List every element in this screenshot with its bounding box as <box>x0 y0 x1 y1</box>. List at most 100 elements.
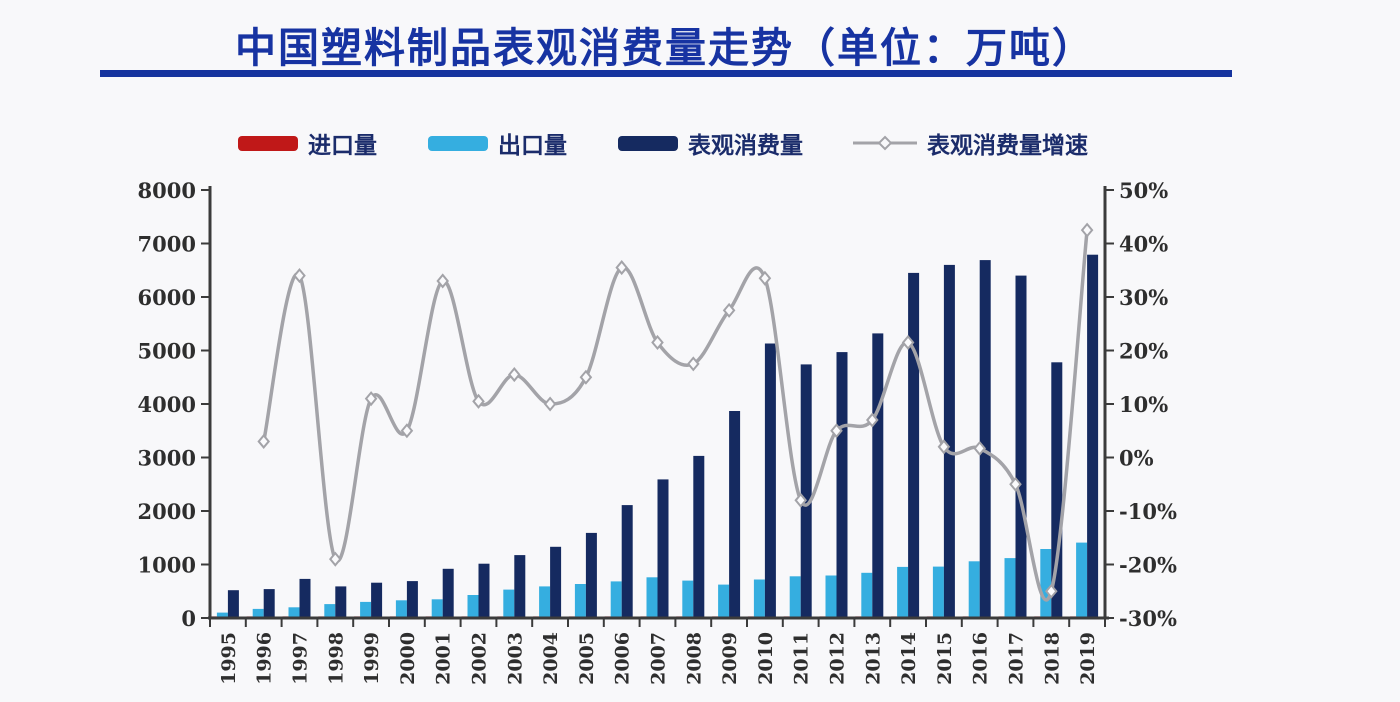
growth-line-marker-icon <box>436 273 450 289</box>
bar-1-1999 <box>360 601 372 618</box>
growth-line-marker-icon <box>973 440 987 456</box>
growth-line-marker-icon <box>472 393 485 409</box>
bar-1-2007 <box>646 577 658 618</box>
left-tick-label: 4000 <box>138 392 196 417</box>
legend-item-consumption: 表观消费量 <box>618 128 803 159</box>
growth-line-marker-icon <box>293 268 306 284</box>
legend-item-import: 进口量 <box>238 128 377 159</box>
bar-1-2000 <box>395 600 407 618</box>
legend-label-import: 进口量 <box>308 132 377 159</box>
bar-1-2010 <box>753 579 765 618</box>
bar-1-1995 <box>216 612 228 618</box>
x-tick-label: 2015 <box>934 632 956 685</box>
bar-1-2019 <box>1076 542 1088 618</box>
x-tick-label: 2011 <box>791 632 813 685</box>
bar-2-2018 <box>1051 362 1063 618</box>
bar-2-2002 <box>478 563 490 618</box>
x-tick-label: 2010 <box>755 632 777 685</box>
growth-line-marker-icon <box>830 423 843 439</box>
right-tick-label: 50% <box>1119 178 1168 203</box>
growth-line-marker-icon <box>686 356 700 372</box>
growth-line-marker-icon <box>579 369 593 385</box>
bar-2-2012 <box>836 352 848 618</box>
left-tick-label: 5000 <box>138 339 196 364</box>
bar-1-2002 <box>467 595 479 618</box>
growth-line-marker-icon <box>507 367 521 383</box>
bar-1-2015 <box>932 566 944 618</box>
growth-line-marker-icon <box>615 260 629 276</box>
left-tick-label: 7000 <box>138 232 196 257</box>
bar-1-2006 <box>610 581 622 618</box>
bar-2-2013 <box>872 333 884 618</box>
bar-1-2018 <box>1040 549 1052 618</box>
legend-label-export: 出口量 <box>498 132 567 159</box>
bar-1-2009 <box>718 584 730 618</box>
right-tick-label: 0% <box>1119 446 1154 471</box>
chart-area: 0 1000 2000 3000 4000 5000 6000 7000 8000 -30% -20… <box>120 170 1210 702</box>
legend: 进口量 出口量 表观消费量 表观消费量增速 <box>0 128 1400 159</box>
growth-line-marker-icon <box>1044 583 1058 599</box>
right-tick-label: 30% <box>1119 285 1168 310</box>
x-tick-label: 2000 <box>397 632 419 685</box>
right-tick-label: 40% <box>1119 232 1168 257</box>
x-tick-label: 2007 <box>648 632 670 685</box>
x-tick-label: 2001 <box>433 632 455 685</box>
bar-2-1996 <box>263 589 275 618</box>
bar-1-2001 <box>431 599 443 618</box>
x-tick-label: 2005 <box>576 632 598 685</box>
left-tick-label: 3000 <box>138 446 196 471</box>
bar-1-2013 <box>861 572 873 618</box>
right-tick-label: -20% <box>1119 553 1177 578</box>
right-tick-label: -30% <box>1119 606 1177 631</box>
bar-2-2005 <box>585 532 597 618</box>
bar-2-2003 <box>514 555 526 618</box>
x-tick-label: 2019 <box>1077 632 1099 685</box>
x-tick-label: 2008 <box>683 632 705 685</box>
x-tick-label: 1998 <box>325 632 347 685</box>
bar-2-2004 <box>550 546 562 618</box>
legend-label-growth: 表观消费量增速 <box>927 132 1088 159</box>
left-tick-label: 6000 <box>138 285 196 310</box>
bar-1-2017 <box>1004 558 1016 618</box>
bar-1-1998 <box>324 604 336 618</box>
bar-2-2017 <box>1015 275 1027 618</box>
x-tick-label: 1996 <box>254 632 276 685</box>
x-tick-label: 2014 <box>898 632 920 685</box>
bar-2-1997 <box>299 578 311 618</box>
import-swatch-icon <box>238 135 298 151</box>
growth-line-marker-icon <box>865 412 879 428</box>
bar-1-1996 <box>252 608 264 618</box>
bar-2-1999 <box>371 582 383 618</box>
x-tick-label: 2017 <box>1006 632 1028 685</box>
bar-2-2001 <box>442 568 454 618</box>
growth-line-marker-icon <box>794 492 808 508</box>
growth-line <box>261 229 1089 602</box>
export-swatch-icon <box>428 135 488 151</box>
x-tick-label: 2006 <box>612 632 634 685</box>
bar-1-2014 <box>897 566 909 618</box>
growth-line-marker-icon <box>937 439 951 455</box>
growth-line-marker-icon <box>901 334 915 351</box>
x-tick-label: 2018 <box>1041 632 1063 685</box>
bar-2-1998 <box>335 586 347 618</box>
bar-1-2011 <box>789 576 801 618</box>
bar-2-2011 <box>800 364 812 618</box>
x-tick-label: 1999 <box>361 632 383 685</box>
x-tick-label: 2004 <box>540 632 562 685</box>
growth-line-marker-icon <box>400 423 414 439</box>
right-tick-label: -10% <box>1119 499 1177 524</box>
x-tick-label: 2016 <box>970 632 992 685</box>
growth-line-marker-icon <box>543 396 557 412</box>
growth-line-marker-icon <box>722 302 736 318</box>
left-tick-label: 0 <box>181 606 196 631</box>
growth-line-marker-icon <box>758 270 772 286</box>
growth-line-marker-icon <box>1009 476 1022 492</box>
bar-1-2016 <box>968 561 980 618</box>
page-title: 中国塑料制品表观消费量走势（单位：万吨） <box>235 24 1095 72</box>
bar-2-2015 <box>943 264 955 618</box>
bar-1-2005 <box>574 584 586 618</box>
bar-2-2016 <box>979 260 991 618</box>
bar-2-2006 <box>621 505 633 618</box>
bar-1-2012 <box>825 575 837 618</box>
